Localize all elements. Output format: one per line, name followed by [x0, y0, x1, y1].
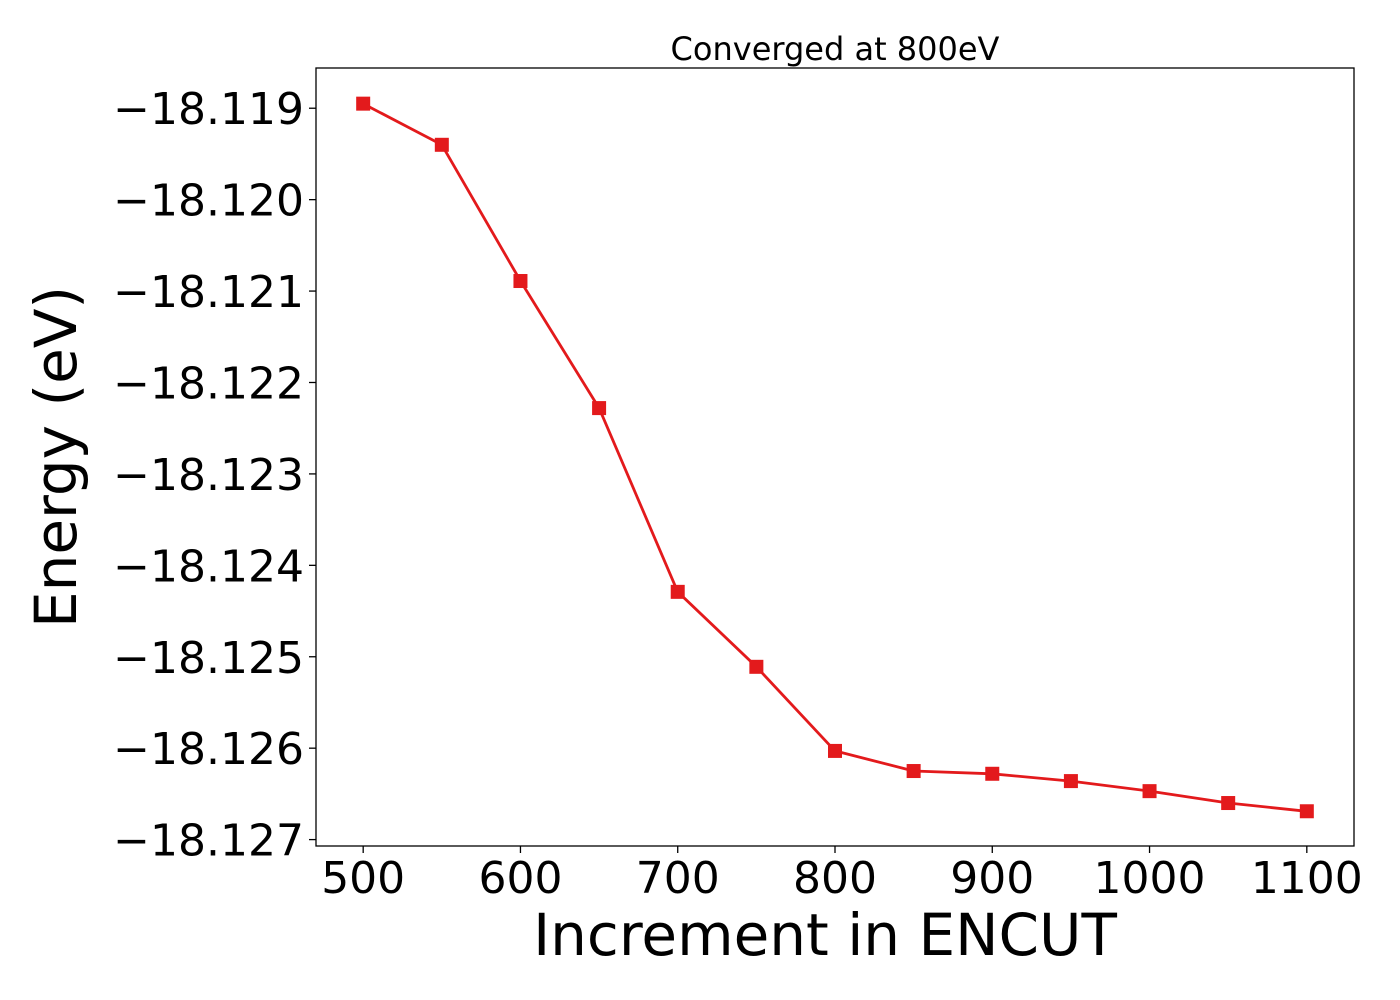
x-tick-label: 700: [636, 853, 720, 904]
series-layer: [356, 96, 1314, 819]
data-point-marker: [1142, 784, 1157, 799]
data-point-marker: [670, 584, 685, 599]
chart-title: Converged at 800eV: [671, 30, 1000, 68]
y-tick-label: −18.121: [113, 267, 304, 318]
x-tick-label: 900: [950, 853, 1034, 904]
x-tick-label: 1100: [1251, 853, 1363, 904]
y-tick-label: −18.126: [113, 724, 304, 775]
data-point-marker: [513, 274, 528, 289]
plot-area: [315, 67, 1355, 847]
data-point-marker: [1063, 774, 1078, 789]
y-axis-title: Energy (eV): [22, 286, 90, 628]
data-point-marker: [434, 137, 449, 152]
data-point-marker: [828, 743, 842, 758]
x-tick-label: 500: [321, 853, 405, 904]
y-tick-label: −18.127: [113, 816, 304, 867]
data-point-marker: [749, 659, 764, 674]
x-tick-label: 600: [478, 853, 562, 904]
y-tick-label: −18.123: [113, 450, 304, 501]
data-point-marker: [985, 766, 1000, 781]
y-tick-label: −18.120: [113, 176, 304, 227]
y-tick-label: −18.124: [113, 541, 304, 592]
x-tick-label: 1000: [1094, 853, 1206, 904]
data-point-marker: [1221, 796, 1236, 811]
y-axis: −18.119 −18.120 −18.121 −18.122 −18.123 −18.1…: [113, 84, 316, 867]
data-point-marker: [1299, 804, 1314, 819]
x-axis-title: Increment in ENCUT: [533, 901, 1117, 969]
y-tick-label: −18.119: [113, 84, 304, 135]
y-tick-label: −18.122: [113, 358, 304, 409]
x-axis: 500 600 700 800 900 1000 1100: [321, 846, 1363, 904]
data-point-marker: [592, 401, 607, 416]
data-point-marker: [906, 764, 921, 779]
x-tick-label: 800: [793, 853, 877, 904]
y-tick-label: −18.125: [113, 633, 304, 684]
data-point-marker: [356, 96, 371, 111]
